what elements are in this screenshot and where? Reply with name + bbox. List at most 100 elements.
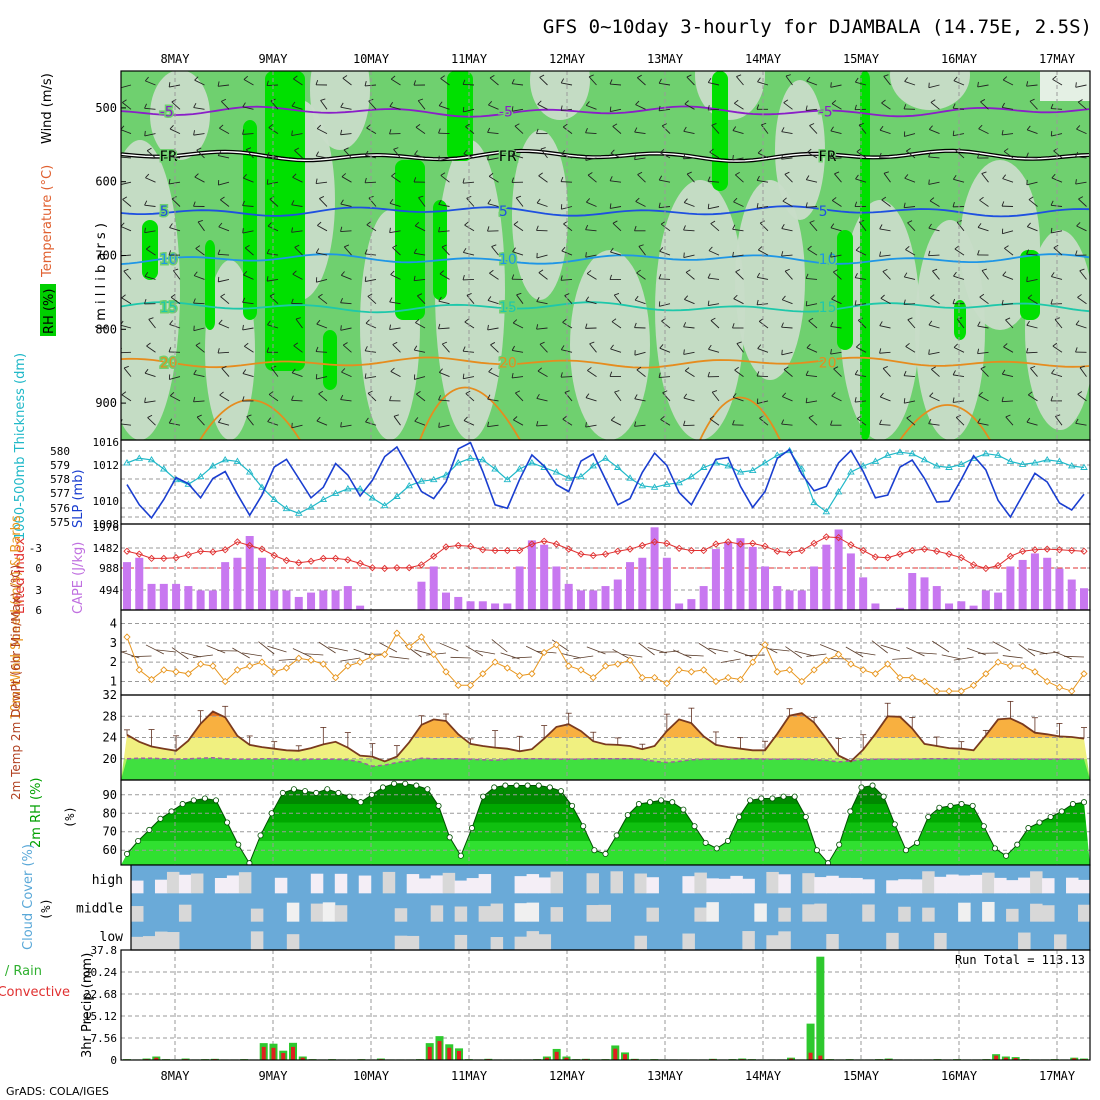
wind-barb-flag (364, 249, 368, 255)
rh-point (769, 795, 776, 802)
wind-barb-flag (585, 323, 588, 329)
rh-saturated-region (860, 71, 870, 440)
wind-barb-flag (609, 176, 613, 182)
wind-barb (315, 351, 328, 353)
li-point (1080, 547, 1088, 555)
wind-barb (831, 395, 842, 402)
cloud-cell (694, 872, 707, 894)
surface-wind-barb (845, 646, 864, 658)
wind-speed-point (184, 670, 192, 678)
wind-barb (784, 270, 793, 280)
wind-barb (709, 418, 720, 426)
wind-barb-flag (536, 198, 541, 204)
rh-saturated-region (142, 220, 158, 280)
wind-barb-flag (634, 295, 639, 301)
wind-barb-flag (1002, 271, 1007, 276)
wind-barb-flag (1075, 347, 1078, 353)
wind-barb (879, 423, 891, 426)
isotherm-label: 10 (819, 252, 837, 268)
day-label-bottom: 12MAY (549, 1069, 586, 1083)
wind-speed-point (601, 662, 610, 670)
precip-convective-bar (291, 1046, 296, 1060)
surface-wind-barb (1053, 650, 1072, 660)
wind-barb-flag (415, 123, 421, 128)
wind-barb (340, 302, 352, 305)
surface-wind-barb (698, 643, 717, 655)
wind-barb-flag (145, 173, 150, 179)
cloud-cell (131, 880, 144, 894)
li-point (994, 561, 1002, 570)
wind-barb (809, 125, 818, 134)
cape-bar (417, 581, 426, 610)
wind-speed-point (749, 658, 757, 666)
wind-barb-flag (462, 275, 465, 281)
rh-point (991, 845, 998, 852)
cloud-cell (862, 879, 875, 894)
wind-barb (610, 348, 622, 353)
thickness-point (822, 507, 831, 515)
x-axis-bottom: 8MAY 9MAY 10MAY 11MAY 12MAY 13MAY 14MAY 15MAY 16… (161, 1069, 1076, 1083)
wind-barb-flag (242, 369, 247, 374)
wind-barb-flag (732, 126, 737, 131)
thickness-point (233, 457, 242, 464)
wind-barb-flag (121, 152, 123, 156)
cloud-row-label: low (100, 930, 124, 945)
wind-barb-flag (879, 392, 884, 398)
cape-bar (466, 601, 475, 610)
wind-barb (221, 368, 230, 377)
rh-band-fill (182, 783, 1085, 805)
wind-barb-flag (1001, 299, 1004, 305)
surface-wind-barb (465, 645, 484, 657)
wind-barb-flag (609, 106, 612, 112)
li-point (859, 546, 867, 555)
wind-barb-flag (317, 221, 322, 226)
thickness-point (417, 477, 426, 484)
cape-bar (1006, 566, 1015, 610)
thickness-point (798, 465, 806, 472)
wind-barb (439, 273, 450, 280)
wind-barb (610, 206, 622, 209)
wind-barb-flag (537, 100, 542, 105)
wind-barb-flag (585, 296, 590, 302)
wind-barb (977, 351, 989, 355)
wind-barb-flag (194, 173, 199, 178)
cape-bar (319, 590, 328, 610)
precip-convective-bar (447, 1047, 452, 1060)
wind-barb-flag (487, 324, 489, 330)
wind-barb-flag (882, 268, 888, 272)
wind-barb (858, 124, 867, 134)
wind-barb (979, 296, 989, 305)
wind-barb (316, 278, 328, 283)
wind-barb (1002, 106, 1014, 110)
wind-barb (784, 173, 793, 183)
wind-barb (513, 224, 524, 232)
cape-bar (895, 607, 904, 610)
wind-barb-flag (684, 100, 689, 105)
cloud-cell (838, 877, 851, 894)
wind-barb-flag (903, 272, 908, 278)
wind-barb-flag (364, 276, 367, 282)
isotherm-label: FR (160, 149, 178, 165)
wind-barb (242, 230, 254, 234)
rh-point (869, 782, 876, 789)
li-tick: -3 (29, 542, 42, 555)
isotherm-label: 20 (499, 356, 517, 372)
surface-wind-barb (156, 649, 177, 653)
thickness-point (957, 460, 966, 467)
wind-barb-flag (1001, 102, 1005, 108)
wind-barb (242, 327, 254, 331)
wind-barb-flag (389, 395, 392, 401)
li-point (847, 541, 855, 549)
li-point (123, 547, 131, 555)
thickness-point (123, 459, 131, 466)
cape-bar (724, 542, 733, 610)
wind-barb-flag (1053, 244, 1059, 249)
rh-unit: (%) (63, 806, 77, 828)
wind-barb-flag (292, 270, 297, 275)
wind-barb (611, 321, 622, 329)
cape-bar (282, 590, 291, 610)
wind-barb (610, 419, 622, 426)
wind-barb (438, 300, 450, 305)
surface-wind-barb (511, 656, 532, 659)
wind-speed-point (123, 633, 131, 641)
